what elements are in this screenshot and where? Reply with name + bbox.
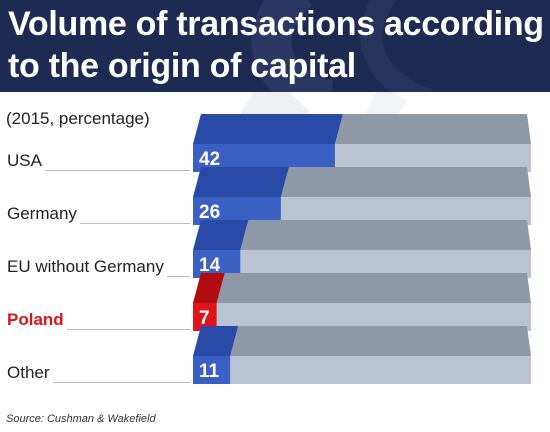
- bar-top-value: [193, 326, 239, 356]
- data-label: 14: [199, 255, 221, 276]
- title-line-2: to the origin of capital: [8, 47, 356, 85]
- bar-top-rest: [280, 167, 531, 197]
- header-banner: Volume of transactions according to the …: [0, 0, 550, 92]
- data-label: 42: [199, 149, 220, 170]
- data-label: 11: [199, 361, 220, 382]
- header-swirl-decoration: [251, 0, 434, 92]
- bar-top-value: [193, 220, 249, 250]
- leader-line: [166, 276, 190, 277]
- data-label: 26: [199, 202, 220, 223]
- bar-top-value: [193, 114, 343, 144]
- bar-poland: 7: [193, 273, 531, 331]
- bar-top-rest: [240, 220, 531, 250]
- bar-top-rest: [230, 326, 531, 356]
- bar-eu-without-germany: 14: [193, 220, 531, 278]
- leader-line: [66, 329, 190, 330]
- category-label-germany: Germany: [7, 204, 77, 223]
- title-line-1: Volume of transactions according: [8, 5, 544, 43]
- leader-line: [52, 382, 190, 383]
- category-label-usa: USA: [7, 151, 42, 170]
- bar-usa: 42: [193, 114, 531, 172]
- chart-title: Volume of transactions according to the …: [8, 3, 548, 87]
- leader-line: [79, 223, 190, 224]
- bar-face-value: [193, 303, 217, 331]
- bar-germany: 26: [193, 167, 531, 225]
- bar-top-rest: [216, 273, 531, 303]
- bar-top-value: [193, 273, 225, 303]
- bar-top-rest: [334, 114, 531, 144]
- bar-face-rest: [230, 356, 531, 384]
- category-label-other: Other: [7, 363, 50, 382]
- category-label-eu-without-germany: EU without Germany: [7, 257, 164, 276]
- chart-subtitle: (2015, percentage): [6, 109, 150, 128]
- bar-other: 11: [193, 326, 531, 384]
- category-label-poland: Poland: [7, 310, 64, 329]
- bar-top-value: [193, 167, 289, 197]
- source-note: Source: Cushman & Wakefield: [6, 413, 156, 425]
- leader-line: [44, 170, 190, 171]
- data-label: 7: [199, 308, 210, 329]
- bar-face-value: [193, 356, 231, 384]
